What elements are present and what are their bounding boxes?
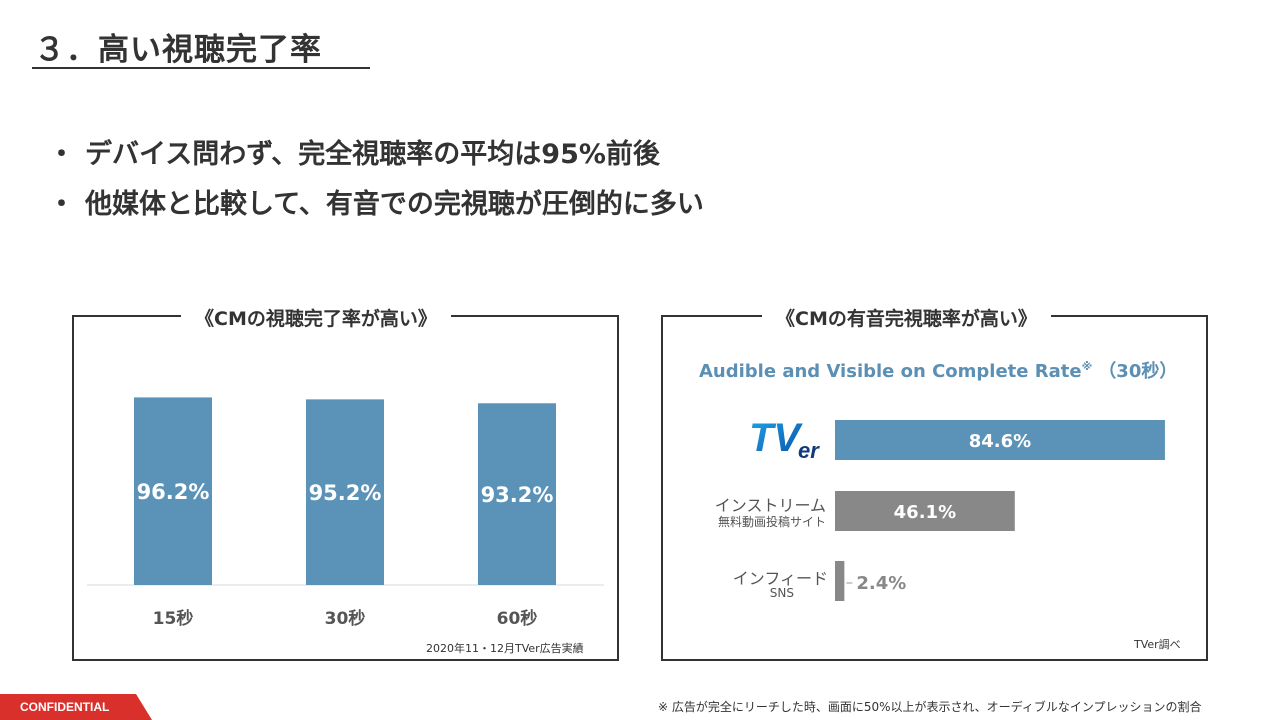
- bar-15秒: [134, 397, 212, 585]
- subtitle-text: Audible and Visible on Complete Rate: [699, 361, 1082, 382]
- tver-logo-mark: TV er: [749, 416, 820, 463]
- x-tick-label: 30秒: [325, 608, 366, 629]
- hbar-インフィード: [835, 561, 845, 601]
- hbar-value-label: 2.4%: [856, 573, 906, 594]
- bar-30秒: [306, 399, 384, 585]
- right-panel-title: 《CMの有音完視聴率が高い》: [762, 304, 1051, 331]
- hbar-TVer: [835, 420, 1165, 460]
- row-sublabel-infeed: SNS: [769, 586, 794, 600]
- hbar-value-label: 46.1%: [894, 502, 956, 523]
- footnote: ※ 広告が完全にリーチした時、画面に50%以上が表示され、オーディブルなインプレ…: [658, 700, 1202, 714]
- bar-value-label: 95.2%: [309, 481, 382, 505]
- bullet-text: デバイス問わず、完全視聴率の平均は95%前後: [85, 139, 660, 170]
- left-source-note: 2020年11・12月TVer広告実績: [426, 642, 584, 655]
- tver-logo: TV er: [748, 416, 828, 463]
- page-title: ３．高い視聴完了率: [34, 32, 322, 68]
- audible-visible-chart: 84.6% 46.1% 2.4%: [835, 420, 1165, 601]
- confidential-label: CONFIDENTIAL: [20, 700, 110, 714]
- hbar-value-label: 84.6%: [969, 431, 1031, 452]
- x-tick-label: 60秒: [497, 608, 538, 629]
- right-chart-subtitle: Audible and Visible on Complete Rate※ （30…: [699, 357, 1177, 383]
- bar-60秒: [478, 403, 556, 585]
- row-sublabel-instream: 無料動画投稿サイト: [717, 515, 826, 529]
- bar-value-label: 93.2%: [481, 483, 554, 507]
- confidential-badge: CONFIDENTIAL: [0, 694, 152, 720]
- svg-text:er: er: [798, 438, 820, 462]
- left-panel-title: 《CMの視聴完了率が高い》: [181, 304, 451, 331]
- hbar-インストリーム: [835, 491, 1015, 531]
- x-tick-label: 15秒: [153, 608, 194, 629]
- title-underline: [32, 67, 370, 69]
- subtitle-mark: ※: [1081, 360, 1093, 373]
- subtitle-suffix: （30秒）: [1098, 361, 1178, 382]
- bullet-item: ・デバイス問わず、完全視聴率の平均は95%前後: [48, 132, 660, 171]
- bar-value-label: 96.2%: [137, 480, 210, 504]
- bullet-mark: ・: [48, 139, 75, 170]
- bullet-item: ・他媒体と比較して、有音での完視聴が圧倒的に多い: [48, 182, 704, 221]
- svg-text:TV: TV: [749, 418, 803, 460]
- bullet-text: 他媒体と比較して、有音での完視聴が圧倒的に多い: [85, 189, 704, 220]
- row-label-instream: インストリーム: [714, 496, 826, 515]
- bullet-mark: ・: [48, 189, 75, 220]
- completion-rate-chart: 96.2% 15秒 95.2% 30秒 93.2% 60秒: [87, 397, 604, 629]
- row-label-infeed: インフィード: [732, 569, 828, 588]
- right-source-note: TVer調べ: [1134, 638, 1181, 651]
